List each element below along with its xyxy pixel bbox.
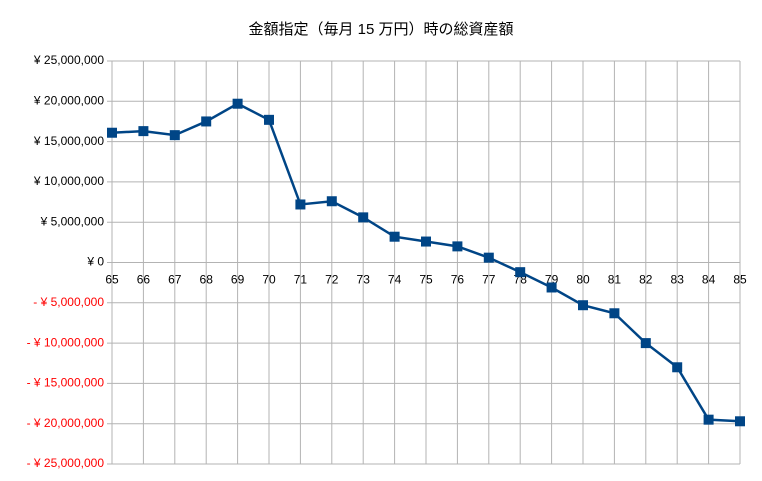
x-tick-label: 83 <box>671 273 685 287</box>
x-tick-label: 68 <box>200 273 214 287</box>
point-marker <box>578 300 588 311</box>
point-marker <box>703 414 714 425</box>
x-tick-label: 66 <box>137 273 151 287</box>
x-tick-label: 70 <box>262 273 276 287</box>
y-tick-label: - ¥ 5,000,000 <box>33 295 104 309</box>
y-tick-label: - ¥ 15,000,000 <box>27 376 105 390</box>
x-tick-label: 85 <box>733 273 747 287</box>
point-marker <box>389 231 400 242</box>
point-marker <box>672 362 683 373</box>
point-marker <box>609 308 620 319</box>
point-marker <box>169 130 180 141</box>
x-tick-label: 84 <box>702 273 716 287</box>
point-marker <box>295 199 306 210</box>
point-marker <box>735 416 745 427</box>
y-tick-label: ¥ 5,000,000 <box>40 214 105 228</box>
x-tick-label: 81 <box>608 273 622 287</box>
y-tick-label: ¥ 15,000,000 <box>33 134 104 148</box>
point-marker <box>358 212 369 223</box>
x-tick-label: 74 <box>388 273 402 287</box>
point-marker <box>421 236 431 247</box>
y-tick-label: ¥ 10,000,000 <box>33 174 104 188</box>
y-tick-label: ¥ 20,000,000 <box>33 93 104 107</box>
point-marker <box>264 114 274 125</box>
point-marker <box>201 116 212 127</box>
y-tick-label: ¥ 25,000,000 <box>33 53 104 67</box>
point-marker <box>640 338 651 349</box>
point-marker <box>107 127 117 138</box>
x-tick-label: 76 <box>451 273 465 287</box>
y-tick-label: - ¥ 20,000,000 <box>27 416 105 430</box>
point-marker <box>326 196 337 207</box>
x-tick-label: 71 <box>294 273 308 287</box>
point-marker <box>546 282 557 293</box>
x-tick-label: 77 <box>482 273 496 287</box>
point-marker <box>483 252 494 263</box>
point-marker <box>452 241 463 252</box>
x-tick-label: 65 <box>105 273 119 287</box>
point-marker <box>232 98 243 109</box>
x-tick-label: 75 <box>419 273 433 287</box>
x-tick-label: 80 <box>576 273 590 287</box>
y-tick-label: - ¥ 25,000,000 <box>27 456 105 470</box>
y-tick-label: ¥ 0 <box>86 255 104 269</box>
x-tick-label: 73 <box>357 273 371 287</box>
x-tick-label: 69 <box>231 273 245 287</box>
y-tick-label: - ¥ 10,000,000 <box>27 335 105 349</box>
point-marker <box>515 267 526 278</box>
x-tick-label: 67 <box>168 273 182 287</box>
x-tick-label: 72 <box>325 273 339 287</box>
point-marker <box>138 126 149 137</box>
chart-title: 金額指定（毎月 15 万円）時の総資産額 <box>248 21 513 38</box>
x-tick-label: 82 <box>639 273 653 287</box>
